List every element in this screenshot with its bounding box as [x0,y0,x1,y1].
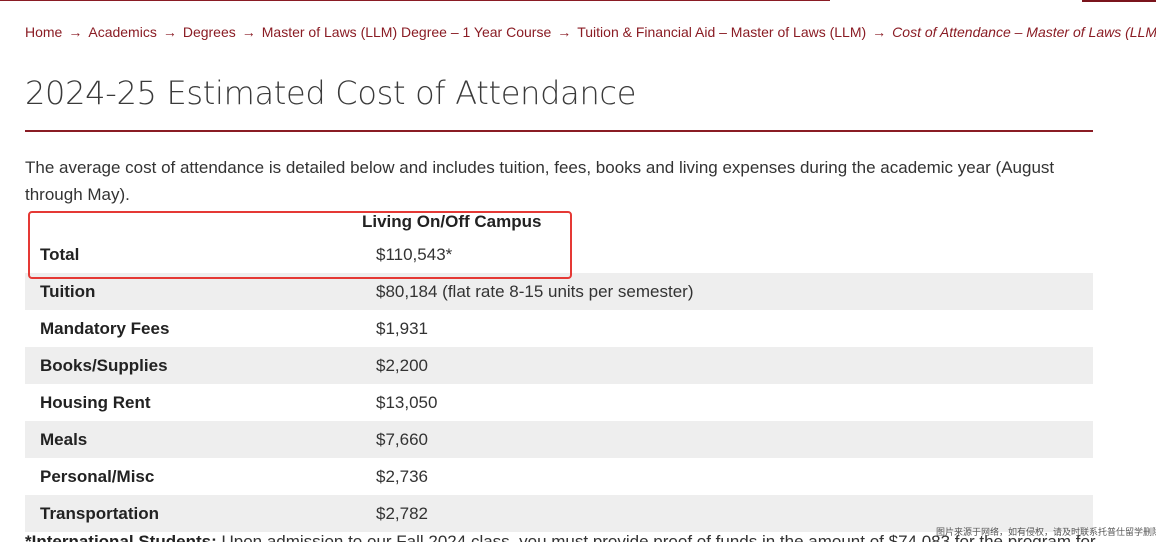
row-label: Meals [25,421,376,458]
arrow-right-icon: → [557,24,572,40]
row-label: Tuition [25,273,376,310]
top-accent-rule [0,0,830,1]
breadcrumb-llm-degree-link[interactable]: Master of Laws (LLM) Degree – 1 Year Cou… [261,24,552,40]
row-label: Personal/Misc [40,466,155,486]
row-label: Housing Rent [40,392,151,412]
row-label: Total [40,244,80,264]
footnote-lead: *International Students: [25,532,217,542]
row-value: $2,200 [376,347,1093,384]
breadcrumb-tuition-aid-link[interactable]: Tuition & Financial Aid – Master of Laws… [577,24,867,40]
breadcrumb: Home → Academics → Degrees → Master of L… [25,22,1156,42]
row-value: $2,736 [376,466,428,486]
breadcrumb-home-link[interactable]: Home [25,24,63,40]
page-title: 2024-25 Estimated Cost of Attendance [25,74,637,112]
image-source-watermark: 图片来源于网络，如有侵权，请及时联系托普仕留学删除 [936,527,1156,537]
top-corner-accent [1082,0,1156,2]
footnote-text: Upon admission to our Fall 2024 class, y… [221,532,1096,542]
breadcrumb-current-page: Cost of Attendance – Master of Laws (LLM… [892,24,1156,40]
row-label: Mandatory Fees [40,318,170,338]
row-value: $7,660 [376,421,1093,458]
row-value: $1,931 [376,318,428,338]
table-row-personal-misc: Personal/Misc $2,736 [25,458,1093,495]
arrow-right-icon: → [872,24,887,40]
row-value: $110,543* [376,244,453,264]
table-row-transportation: Transportation $2,782 [25,495,1093,532]
table-row-housing-rent: Housing Rent $13,050 [25,384,1093,421]
row-value: $80,184 (flat rate 8-15 units per semest… [376,273,1093,310]
arrow-right-icon: → [68,24,83,40]
table-row-mandatory-fees: Mandatory Fees $1,931 [25,310,1093,347]
arrow-right-icon: → [241,24,256,40]
table-row-tuition: Tuition $80,184 (flat rate 8-15 units pe… [25,273,1093,310]
intro-text: The average cost of attendance is detail… [25,158,1055,204]
arrow-right-icon: → [162,24,177,40]
row-value: $13,050 [376,392,438,412]
title-divider [25,130,1093,132]
table-row-books-supplies: Books/Supplies $2,200 [25,347,1093,384]
table-row-meals: Meals $7,660 [25,421,1093,458]
row-label: Transportation [25,495,376,532]
breadcrumb-degrees-link[interactable]: Degrees [182,24,236,40]
cost-of-attendance-table: Living On/Off Campus Total $110,543* Tui… [25,208,1093,532]
column-header-living: Living On/Off Campus [362,212,542,231]
table-header-row: Living On/Off Campus [25,208,1093,236]
international-students-footnote: *International Students: Upon admission … [25,532,1096,542]
breadcrumb-academics-link[interactable]: Academics [88,24,157,40]
table-row-total: Total $110,543* [25,236,1093,273]
row-value: $2,782 [376,495,1093,532]
row-label: Books/Supplies [25,347,376,384]
